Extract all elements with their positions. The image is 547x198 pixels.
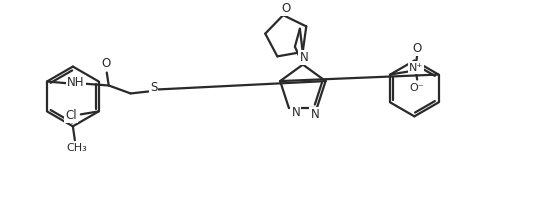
Text: CH₃: CH₃ <box>67 143 87 153</box>
Text: O: O <box>412 42 422 55</box>
Text: NH: NH <box>67 76 85 89</box>
Text: Cl: Cl <box>65 109 77 122</box>
Text: N⁺: N⁺ <box>409 63 423 72</box>
Text: O: O <box>282 2 291 15</box>
Text: S: S <box>150 81 157 94</box>
Text: O: O <box>101 57 110 70</box>
Text: N: N <box>300 51 309 64</box>
Text: N: N <box>292 106 300 119</box>
Text: O⁻: O⁻ <box>410 84 424 93</box>
Text: N: N <box>311 108 319 121</box>
